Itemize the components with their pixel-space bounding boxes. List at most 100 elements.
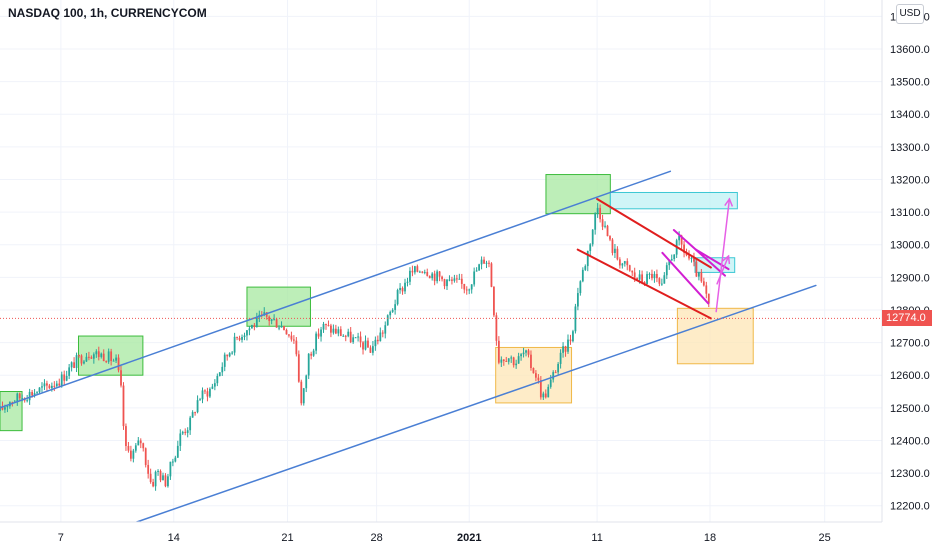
candle-body-267 <box>658 278 661 284</box>
candle-body-228 <box>562 346 564 353</box>
candle-body-48 <box>117 357 120 371</box>
candle-body-231 <box>569 339 572 342</box>
candle-body-185 <box>455 278 458 280</box>
candle-body-205 <box>505 360 508 362</box>
candle-body-155 <box>381 332 384 334</box>
y-tick-label-11: 13300.0 <box>890 142 930 154</box>
upper-channel-line[interactable] <box>0 170 672 409</box>
candle-body-44 <box>107 351 110 362</box>
candle-body-137 <box>337 329 340 334</box>
lower-channel-line[interactable] <box>135 284 817 523</box>
candle-body-115 <box>283 325 285 331</box>
candle-body-203 <box>500 359 503 363</box>
candle-body-255 <box>628 265 631 271</box>
candle-body-54 <box>132 450 135 459</box>
supply-zone-1[interactable] <box>0 391 23 432</box>
candle-body-175 <box>431 273 434 279</box>
candle-body-142 <box>349 331 352 343</box>
candle-body-248 <box>611 239 614 253</box>
candle-body-280 <box>690 257 693 259</box>
candle-body-111 <box>273 319 276 321</box>
candle-body-186 <box>458 278 461 280</box>
grid <box>0 0 882 522</box>
candle-body-124 <box>305 375 308 389</box>
time-axis-background[interactable] <box>0 522 882 550</box>
candle-body-258 <box>636 277 639 280</box>
candle-body-40 <box>97 351 100 357</box>
candle-body-46 <box>112 360 115 362</box>
candle-body-270 <box>665 265 668 276</box>
projection-arrow-up[interactable] <box>715 198 731 313</box>
candles-layer <box>0 203 710 491</box>
candle-body-126 <box>310 353 313 356</box>
candle-body-39 <box>95 351 98 355</box>
candle-body-145 <box>357 336 359 338</box>
candle-body-2 <box>4 407 6 410</box>
candle-body-30 <box>73 362 75 368</box>
candle-body-22 <box>53 385 56 387</box>
candle-body-191 <box>470 284 473 290</box>
candle-body-72 <box>176 445 179 458</box>
candle-body-230 <box>567 339 569 352</box>
time-axis[interactable]: 7 14 21 28 2021 11 18 25 <box>58 532 831 544</box>
candle-body-114 <box>280 325 283 328</box>
candle-body-212 <box>522 352 525 355</box>
candle-body-286 <box>705 285 708 294</box>
red-wedge-upper[interactable] <box>596 198 712 269</box>
candle-body-45 <box>110 351 113 362</box>
currency-button[interactable]: USD <box>896 4 924 24</box>
target-zone-2[interactable] <box>694 257 736 273</box>
candle-body-50 <box>122 385 125 427</box>
candle-body-223 <box>549 379 552 387</box>
candle-body-243 <box>599 207 602 220</box>
candle-body-174 <box>428 275 431 279</box>
y-tick-label-8: 13000.0 <box>890 240 930 252</box>
candle-body-261 <box>643 282 646 285</box>
candle-body-254 <box>626 261 629 266</box>
candle-body-218 <box>537 377 540 381</box>
candle-body-52 <box>127 446 130 451</box>
candle-body-199 <box>490 263 493 287</box>
demand-zone-2[interactable] <box>676 307 754 365</box>
candle-body-226 <box>557 363 560 373</box>
price-axis-background[interactable] <box>882 0 932 550</box>
candle-body-198 <box>488 262 490 264</box>
candle-body-277 <box>683 244 685 253</box>
magenta-flag-cross[interactable] <box>694 248 730 271</box>
x-tick-label-4: 2021 <box>457 532 481 544</box>
candle-body-93 <box>228 353 231 357</box>
candle-body-23 <box>55 383 58 387</box>
candle-body-133 <box>327 325 330 327</box>
candle-body-283 <box>697 272 700 277</box>
candle-body-188 <box>463 283 466 290</box>
candle-body-90 <box>221 366 224 373</box>
candle-body-179 <box>441 276 443 280</box>
candle-body-49 <box>120 370 122 386</box>
candle-body-202 <box>497 340 500 363</box>
candle-body-68 <box>167 476 169 487</box>
candle-body-119 <box>292 339 295 341</box>
supply-zone-4[interactable] <box>545 174 611 215</box>
candle-body-87 <box>213 383 216 387</box>
symbol-title: NASDAQ 100, 1h, CURRENCYCOM <box>8 6 207 20</box>
candle-body-153 <box>376 339 379 342</box>
candle-body-130 <box>320 329 322 337</box>
candle-body-113 <box>278 327 280 329</box>
projection-arrow-small[interactable] <box>716 255 730 285</box>
candle-body-281 <box>693 257 695 262</box>
candle-body-285 <box>702 281 705 286</box>
y-tick-label-9: 13100.0 <box>890 207 930 219</box>
candle-body-256 <box>631 270 634 273</box>
x-tick-label-0: 7 <box>58 532 64 544</box>
magenta-flag-lower[interactable] <box>661 251 710 305</box>
candle-body-36 <box>88 356 90 358</box>
target-zone-1[interactable] <box>609 191 738 210</box>
candle-body-264 <box>651 273 653 279</box>
candle-body-61 <box>149 473 152 482</box>
red-wedge-lower[interactable] <box>576 248 712 320</box>
candle-body-209 <box>515 363 518 366</box>
candle-body-238 <box>586 251 589 267</box>
x-tick-label-2: 21 <box>281 532 293 544</box>
